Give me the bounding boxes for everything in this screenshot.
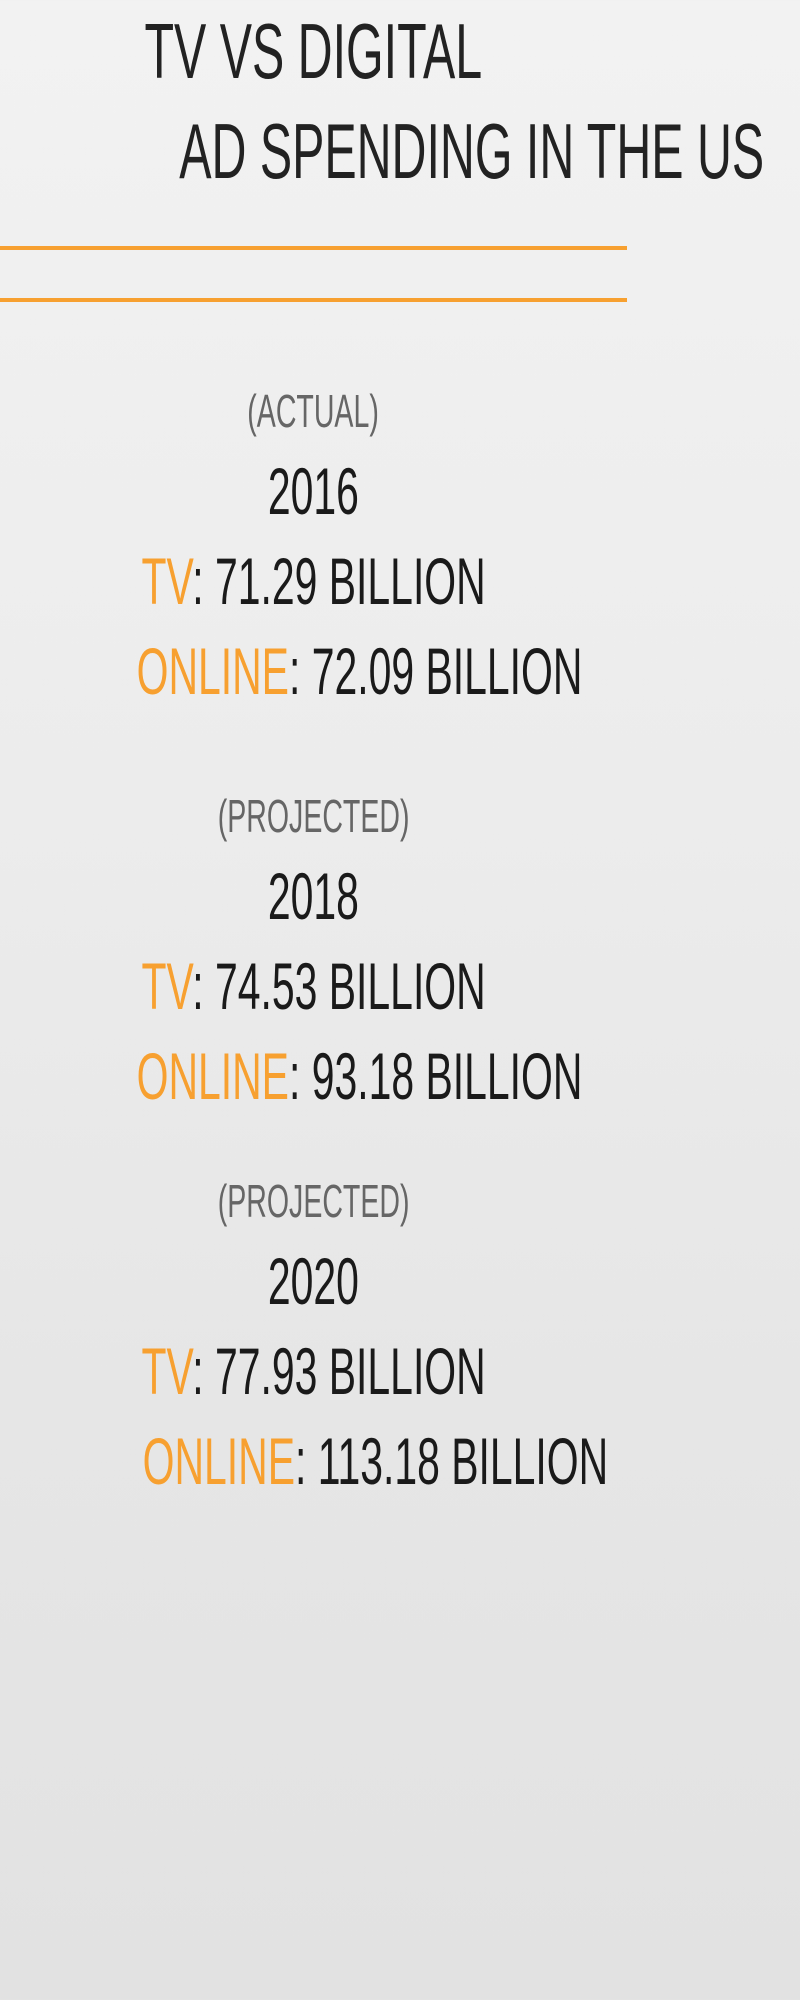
online-key: ONLINE: [136, 1039, 289, 1113]
tv-key: TV: [141, 544, 193, 618]
tv-spend: TV: 77.93 BILLION: [0, 1338, 627, 1404]
online-spend: ONLINE: 113.18 BILLION: [0, 1428, 627, 1494]
tv-spend: TV: 74.53 BILLION: [0, 953, 627, 1019]
tv-spend: TV: 71.29 BILLION: [0, 548, 627, 614]
online-value: : 113.18 BILLION: [295, 1424, 609, 1498]
online-spend: ONLINE: 93.18 BILLION: [0, 1043, 627, 1109]
title-line-1: TV VS DIGITAL: [144, 7, 483, 95]
tv-value: : 77.93 BILLION: [192, 1334, 486, 1408]
tv-key: TV: [141, 1334, 193, 1408]
year: 2018: [267, 859, 360, 933]
tv-key: TV: [141, 949, 193, 1023]
year: 2020: [267, 1244, 360, 1318]
status-label: (ACTUAL): [247, 385, 380, 437]
online-key: ONLINE: [142, 1424, 296, 1498]
divider-top: [0, 246, 627, 250]
tv-value: : 74.53 BILLION: [192, 949, 486, 1023]
online-spend: ONLINE: 72.09 BILLION: [0, 638, 627, 704]
status-label: (PROJECTED): [217, 790, 410, 842]
online-value: : 72.09 BILLION: [288, 634, 583, 708]
year: 2016: [267, 454, 360, 528]
divider-bottom: [0, 298, 627, 302]
tv-value: : 71.29 BILLION: [192, 544, 486, 618]
status-label: (PROJECTED): [217, 1175, 410, 1227]
online-value: : 93.18 BILLION: [288, 1039, 583, 1113]
title-line-2: AD SPENDING IN THE US: [179, 107, 765, 195]
online-key: ONLINE: [136, 634, 289, 708]
